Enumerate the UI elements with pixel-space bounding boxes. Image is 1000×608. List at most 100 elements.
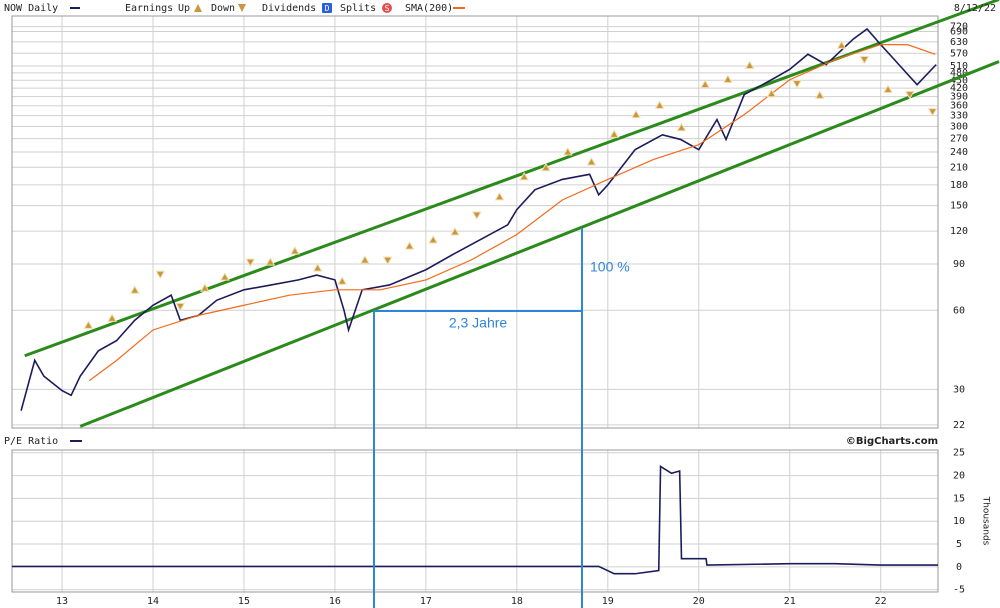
x-tick-label: 15 [238, 596, 250, 607]
earnings-marker [83, 320, 94, 329]
y-tick-label: 20 [953, 471, 965, 482]
earnings-marker [265, 257, 276, 266]
y-tick-label: 15 [953, 493, 965, 504]
legend-label: NOW Daily [4, 3, 58, 14]
earnings-marker [654, 100, 665, 109]
earnings-marker [904, 91, 915, 100]
earnings-marker [199, 283, 210, 292]
earnings-marker [519, 171, 529, 181]
x-tick-label: 22 [875, 596, 887, 607]
y-tick-label: 60 [953, 305, 965, 316]
legend-label: Earnings [125, 3, 173, 14]
y-tick-label: 25 [953, 448, 965, 459]
x-tick-label: 21 [784, 596, 796, 607]
legend-label: SMA(200) [405, 3, 453, 14]
legend-icon-text: D [325, 4, 330, 13]
x-tick-label: 14 [147, 596, 159, 607]
earnings-marker [927, 108, 938, 117]
annotation-text: 100 % [590, 259, 630, 275]
earnings-marker [312, 263, 323, 272]
y-tick-label: 450 [950, 75, 968, 86]
y-tick-label: 720 [950, 22, 968, 33]
y-tick-label: 510 [950, 61, 968, 72]
y-tick-label: 420 [950, 83, 968, 94]
earnings-marker [107, 313, 117, 322]
y-tick-label: 570 [950, 48, 968, 59]
earnings-marker [859, 55, 870, 65]
y-tick-label: 480 [950, 68, 968, 79]
y-tick-label: 360 [950, 101, 968, 112]
earnings-marker [586, 156, 597, 166]
earnings-marker [766, 88, 777, 98]
earnings-marker [723, 74, 733, 83]
y-tick-label: 390 [950, 92, 968, 103]
earnings-marker [836, 40, 847, 49]
legend-label: Dividends [262, 3, 316, 14]
earnings-marker [792, 80, 802, 89]
earnings-marker [609, 129, 620, 138]
earnings-marker [245, 258, 256, 268]
y-tick-label: 150 [950, 201, 968, 212]
earnings-marker [175, 302, 186, 312]
earnings-marker [541, 162, 551, 172]
earnings-marker [428, 235, 439, 244]
chart-layer: 2230609012015018021024027030033036039042… [4, 0, 1000, 607]
earnings-marker [337, 276, 348, 285]
legend-icon [382, 3, 392, 13]
y-tick-label: 120 [950, 226, 968, 237]
earnings-marker [814, 90, 825, 99]
earnings-marker [155, 270, 166, 280]
y-tick-label: 270 [950, 134, 968, 145]
earnings-marker [360, 255, 370, 264]
earnings-marker [382, 256, 393, 266]
plot-frame [11, 15, 939, 429]
x-tick-label: 20 [693, 596, 705, 607]
x-tick-label: 16 [329, 596, 341, 607]
earnings-marker [219, 272, 230, 281]
y-tick-label: 30 [953, 384, 965, 395]
x-tick-label: 19 [602, 596, 614, 607]
y-tick-label: 630 [950, 37, 968, 48]
y-tick-label: 0 [956, 562, 962, 573]
source-label: ©BigCharts.com [846, 436, 938, 447]
price-line [20, 27, 937, 411]
earnings-marker [883, 84, 893, 93]
earnings-marker [290, 246, 300, 255]
y-tick-label: -5 [953, 585, 965, 596]
legend-label: Up [178, 3, 190, 14]
legend-icon [194, 4, 202, 12]
y-tick-label: 180 [950, 180, 968, 191]
annotation-text: 2,3 Jahre [449, 315, 508, 331]
earnings-marker [471, 211, 482, 220]
x-tick-label: 17 [420, 596, 432, 607]
earnings-marker [562, 147, 573, 156]
earnings-marker [129, 285, 140, 294]
y-tick-label: 22 [953, 420, 965, 431]
legend-label: Down [211, 3, 235, 14]
price-line [12, 465, 938, 575]
legend-label: Splits [340, 3, 376, 14]
plot-frame [11, 449, 939, 593]
legend-icon-text: S [385, 4, 390, 13]
earnings-marker [404, 241, 415, 250]
y-tick-label: 90 [953, 259, 965, 270]
y-tick-label: 300 [950, 122, 968, 133]
earnings-marker [700, 79, 710, 89]
price-line [88, 43, 936, 382]
earnings-marker [450, 227, 460, 236]
legend-icon [322, 3, 332, 13]
y-tick-label: 210 [950, 162, 968, 173]
date-label: 8/12/22 [954, 3, 996, 14]
earnings-marker [744, 60, 755, 70]
y-axis-label: Thousands [981, 496, 991, 546]
legend-icon [238, 4, 246, 12]
earnings-marker [676, 122, 687, 132]
y-tick-label: 5 [956, 539, 962, 550]
x-tick-label: 18 [511, 596, 523, 607]
y-tick-label: 240 [950, 147, 968, 158]
y-tick-label: 330 [950, 111, 968, 122]
y-tick-label: 690 [950, 26, 968, 37]
earnings-marker [631, 109, 641, 119]
